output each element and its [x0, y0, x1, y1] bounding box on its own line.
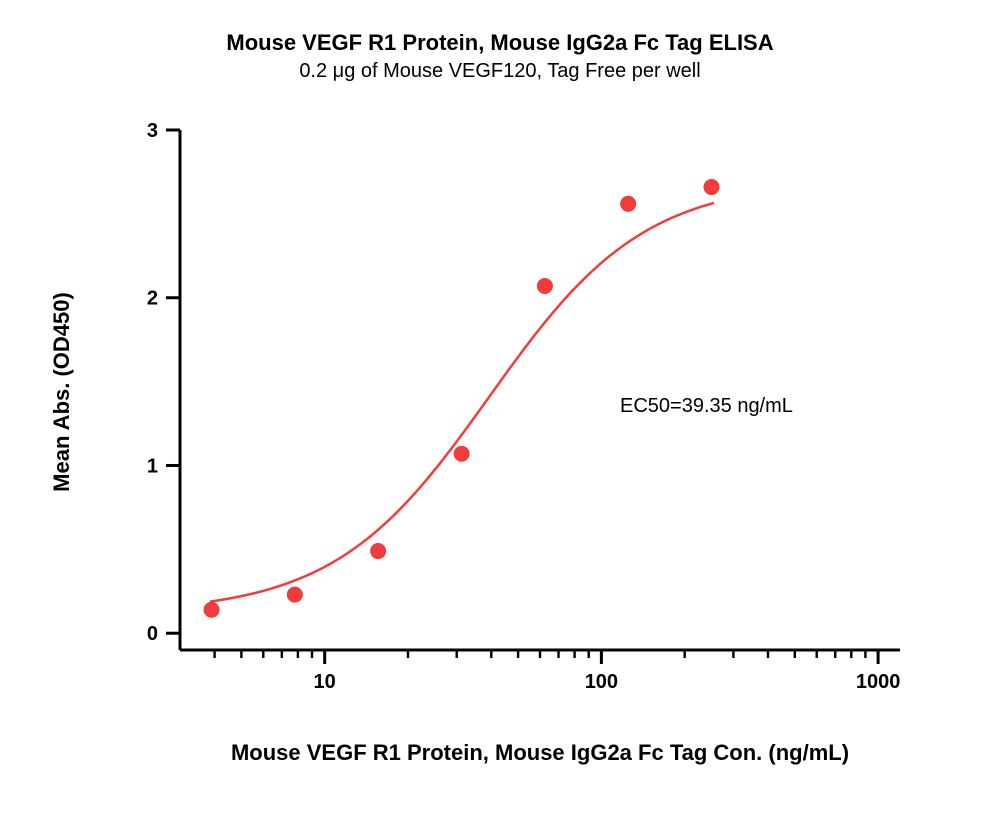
data-point	[287, 587, 303, 603]
y-axis-label: Mean Abs. (OD450)	[49, 242, 75, 542]
x-tick-label: 1000	[856, 671, 901, 693]
y-tick-label: 3	[147, 120, 158, 142]
y-tick-label: 2	[147, 288, 158, 310]
ec50-annotation: EC50=39.35 ng/mL	[620, 395, 793, 418]
chart-container: Mouse VEGF R1 Protein, Mouse IgG2a Fc Ta…	[0, 0, 1000, 839]
data-point	[703, 179, 719, 195]
data-point	[620, 196, 636, 212]
y-tick-label: 1	[147, 455, 158, 477]
x-tick-label: 100	[585, 671, 618, 693]
data-point	[204, 602, 220, 618]
data-point	[454, 446, 470, 462]
plot-svg: 0 1 2 3 10 100 1000	[0, 0, 1000, 839]
x-axis-label: Mouse VEGF R1 Protein, Mouse IgG2a Fc Ta…	[180, 740, 900, 766]
data-point	[370, 543, 386, 559]
data-point	[537, 278, 553, 294]
x-tick-label: 10	[314, 671, 336, 693]
y-tick-label: 0	[147, 623, 158, 645]
